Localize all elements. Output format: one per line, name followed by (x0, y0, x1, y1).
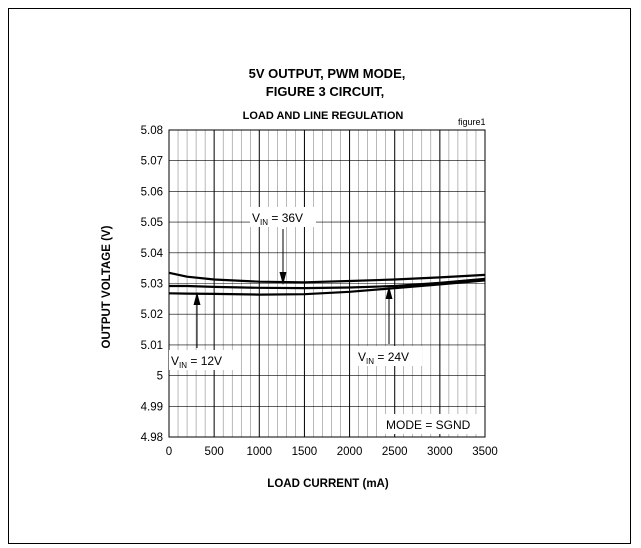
x-tick-label: 3500 (472, 446, 498, 458)
label-bg-12v (169, 350, 235, 370)
x-tick-label: 1500 (292, 446, 318, 458)
annotation-vin-24v: VIN = 24V (358, 350, 409, 366)
figure-frame (8, 8, 631, 544)
x-tick-label: 500 (205, 446, 224, 458)
plot-area (168, 129, 486, 438)
y-tick-label: 4.99 (141, 401, 163, 413)
label-bg-36v (250, 207, 316, 227)
y-tick-label: 5.08 (141, 125, 163, 137)
y-tick-label: 5.04 (141, 248, 164, 260)
x-tick-label: 2500 (382, 446, 408, 458)
series-line (168, 271, 486, 284)
annotation-mode: MODE = SGND (386, 418, 471, 432)
y-tick-label: 5.03 (141, 279, 163, 291)
x-tick-label: 3000 (427, 446, 453, 458)
y-axis-label: OUTPUT VOLTAGE (V) (101, 225, 113, 348)
annotation-vin-12v: VIN = 12V (171, 354, 222, 370)
series-lines (168, 271, 486, 296)
label-bg-24v (356, 346, 422, 366)
x-tick-label: 2000 (337, 446, 363, 458)
figure-tag: figure1 (458, 117, 486, 127)
x-axis-label: LOAD CURRENT (mA) (267, 478, 389, 490)
annotation-vin-36v: VIN = 36V (252, 211, 303, 227)
series-line (169, 277, 486, 290)
arrow-36v (279, 229, 287, 285)
label-bg-mode (382, 414, 481, 434)
chart-subtitle: LOAD AND LINE REGULATION (243, 110, 404, 122)
y-tick-label: 5.07 (141, 156, 163, 168)
arrow-12v (193, 292, 201, 348)
chart-title-line-1: 5V OUTPUT, PWM MODE, (249, 66, 406, 81)
series-line (168, 279, 486, 296)
y-tick-label: 5 (157, 371, 163, 383)
chart-title-line-2: FIGURE 3 CIRCUIT, (266, 84, 384, 99)
x-tick-label: 0 (166, 446, 172, 458)
y-tick-label: 5.06 (141, 186, 163, 198)
y-tick-label: 5.05 (141, 217, 163, 229)
y-tick-label: 5.01 (141, 340, 163, 352)
tick-labels: 0 500 1000 1500 2000 2500 3000 3500 4.98 4.99 5 5.0… (141, 125, 498, 458)
y-tick-label: 5.02 (141, 309, 163, 321)
arrow-24v (385, 286, 393, 344)
y-tick-label: 4.98 (141, 432, 163, 444)
x-tick-label: 1000 (246, 446, 272, 458)
